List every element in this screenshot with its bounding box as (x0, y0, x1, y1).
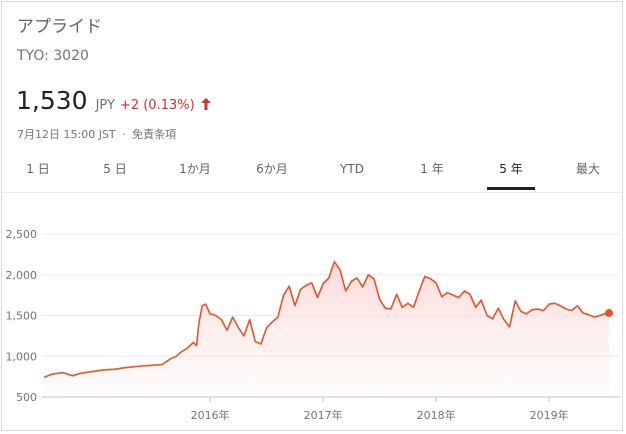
quote-timestamp: 7月12日 15:00 JST (17, 128, 116, 141)
tab-1d[interactable]: 1 日 (26, 162, 50, 176)
tab-5d[interactable]: 5 日 (103, 162, 127, 176)
arrow-up-icon (200, 95, 211, 110)
y-tick-label: 2,500 (6, 228, 38, 241)
company-name: アプライド (17, 17, 102, 37)
meta-separator: · (122, 128, 126, 141)
y-tick-label: 1,000 (6, 350, 38, 363)
price-line (43, 260, 610, 379)
quote-meta: 7月12日 15:00 JST · 免責条項 (17, 126, 176, 142)
tab-max[interactable]: 最大 (575, 162, 600, 176)
tab-1m[interactable]: 1か月 (179, 162, 211, 176)
x-tick-label: 2018年 (417, 408, 456, 422)
y-tick-label: 500 (16, 391, 37, 404)
x-tick-label: 2017年 (304, 408, 343, 422)
price-row: 1,530 JPY +2 (0.13%) (16, 86, 211, 115)
tab-5y[interactable]: 5 年 (487, 152, 535, 190)
ticker-symbol: TYO: 3020 (17, 48, 89, 64)
x-axis: 2016年 2017年 2018年 2019年 (191, 397, 569, 422)
price-area (44, 261, 609, 397)
y-axis: 500 1,000 1,500 2,000 2,500 (6, 228, 38, 404)
y-tick-label: 1,500 (6, 310, 38, 323)
y-tick-label: 2,000 (6, 269, 38, 282)
disclaimer-link[interactable]: 免責条項 (132, 128, 177, 141)
price-change: +2 (0.13%) (119, 98, 195, 113)
tab-ytd[interactable]: YTD (340, 162, 364, 176)
tab-6m[interactable]: 6か月 (256, 162, 288, 176)
last-price-marker (605, 309, 613, 318)
x-tick-label: 2019年 (530, 408, 569, 422)
tab-1y[interactable]: 1 年 (420, 162, 444, 176)
current-price: 1,530 (16, 86, 88, 115)
range-tabs: 1 日 5 日 1か月 6か月 YTD 1 年 5 年 最大 (2, 152, 622, 193)
x-tick-label: 2016年 (191, 408, 230, 422)
currency-label: JPY (95, 98, 115, 113)
